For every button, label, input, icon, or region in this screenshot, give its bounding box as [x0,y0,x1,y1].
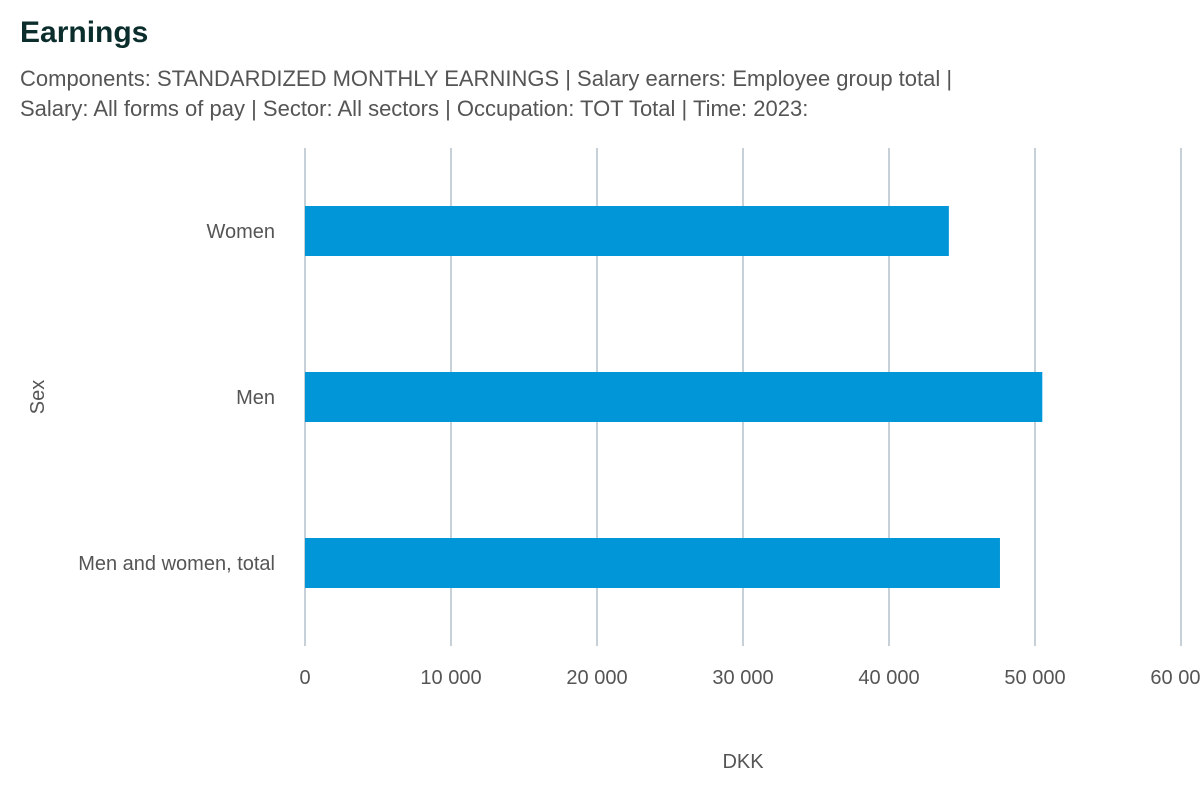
x-tick-label: 20 000 [566,667,627,689]
chart-title: Earnings [20,16,148,49]
category-label-women: Women [206,221,275,243]
chart-subtitle-line-2: Salary: All forms of pay | Sector: All s… [20,96,808,121]
x-tick-label: 50 000 [1004,667,1065,689]
category-label-men-and-women-total: Men and women, total [78,553,275,575]
chart-subtitle-line-1: Components: STANDARDIZED MONTHLY EARNING… [20,66,952,91]
bar-men-and-women-total [305,538,1000,588]
x-tick-labels: 0 10 000 20 000 30 000 40 000 50 000 60 000 [299,667,1200,689]
x-axis-label: DKK [722,751,764,773]
x-tick-label: 0 [299,667,310,689]
x-tick-label: 10 000 [420,667,481,689]
x-tick-label: 30 000 [712,667,773,689]
category-labels: Women Men Men and women, total [78,221,275,575]
y-axis-label: Sex [27,380,49,414]
bar-women [305,206,949,256]
x-tick-label: 60 000 [1150,667,1200,689]
x-tick-label: 40 000 [858,667,919,689]
bars [305,206,1043,588]
bar-men [305,372,1043,422]
category-label-men: Men [236,387,275,409]
